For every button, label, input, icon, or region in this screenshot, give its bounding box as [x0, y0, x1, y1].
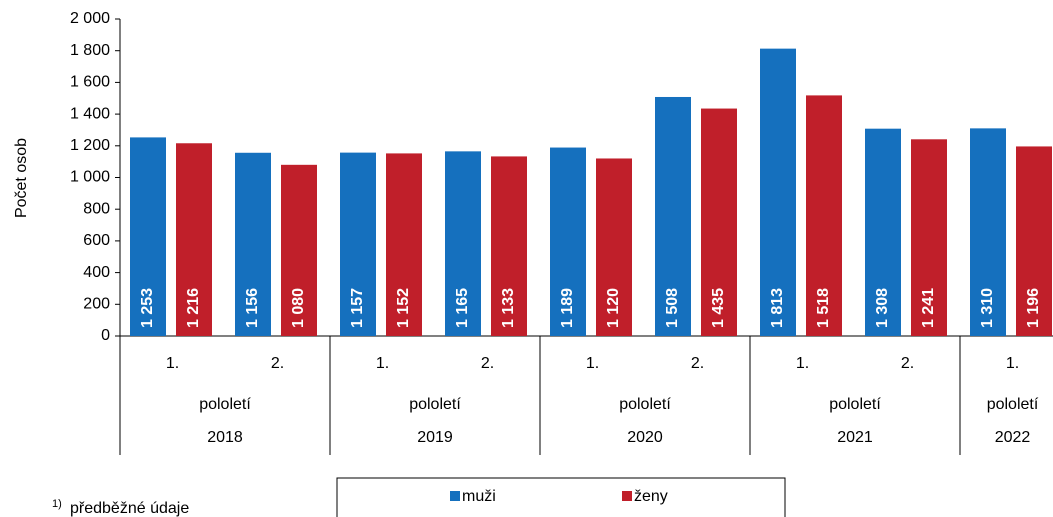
value-label: 1 165: [454, 288, 471, 328]
bar: [445, 151, 481, 336]
bar: [281, 164, 317, 336]
y-tick-label: 2 000: [70, 10, 110, 27]
y-tick-label: 1 400: [70, 105, 110, 122]
bar: [550, 147, 586, 336]
legend-box: [336, 477, 786, 517]
x-tick-label: 1.: [1006, 355, 1019, 372]
x-tick-label: 1.: [796, 355, 809, 372]
x-group-label: pololetí: [619, 396, 671, 413]
y-tick-label: 400: [83, 264, 110, 281]
y-tick-label: 1 000: [70, 169, 110, 186]
y-tick-label: 1 800: [70, 42, 110, 59]
y-tick-label: 0: [101, 327, 110, 344]
bar: [970, 128, 1006, 336]
bar: [701, 108, 737, 337]
footnote: předběžné údaje: [70, 500, 189, 517]
x-group-label: pololetí: [199, 396, 251, 413]
value-label: 1 152: [395, 288, 412, 328]
x-tick-label: 1.: [586, 355, 599, 372]
y-tick-label: 800: [83, 200, 110, 217]
value-label: 1 133: [500, 288, 517, 328]
legend-label: ženy: [634, 488, 668, 505]
value-label: 1 080: [290, 288, 307, 328]
value-label: 1 308: [874, 288, 891, 328]
bar: [655, 96, 691, 337]
bar: [596, 158, 632, 336]
bar: [865, 128, 901, 336]
x-tick-label: 2.: [271, 355, 284, 372]
value-label: 1 508: [664, 288, 681, 328]
bar: [491, 156, 527, 336]
bar: [911, 139, 947, 336]
footnote-mark: 1): [52, 498, 62, 510]
x-tick-label: 2.: [691, 355, 704, 372]
x-group-label: pololetí: [409, 396, 461, 413]
x-tick-label: 1.: [376, 355, 389, 372]
x-year-label: 2021: [837, 429, 873, 446]
x-year-label: 2019: [417, 429, 453, 446]
value-label: 1 518: [815, 288, 832, 328]
x-year-label: 2022: [995, 429, 1031, 446]
x-tick-label: 2.: [481, 355, 494, 372]
bar: [760, 48, 796, 337]
bar: [176, 143, 212, 336]
value-label: 1 189: [559, 288, 576, 328]
y-tick-label: 200: [83, 296, 110, 313]
x-group-label: pololetí: [829, 396, 881, 413]
value-label: 1 813: [769, 288, 786, 328]
value-label: 1 120: [605, 288, 622, 328]
x-year-label: 2018: [207, 429, 243, 446]
bar: [130, 137, 166, 336]
value-label: 1 216: [185, 288, 202, 328]
legend-label: muži: [462, 488, 496, 505]
x-tick-label: 1.: [166, 355, 179, 372]
legend-swatch: [622, 491, 632, 501]
y-tick-label: 600: [83, 232, 110, 249]
x-tick-label: 2.: [901, 355, 914, 372]
value-label: 1 241: [920, 288, 937, 328]
y-tick-label: 1 600: [70, 74, 110, 91]
legend-swatch: [450, 491, 460, 501]
value-label: 1 253: [139, 288, 156, 328]
value-label: 1 435: [710, 288, 727, 328]
y-axis-label: Počet osob: [13, 138, 30, 218]
value-label: 1 196: [1025, 288, 1042, 328]
bar: [235, 152, 271, 336]
bar: [806, 95, 842, 336]
bar: [340, 152, 376, 336]
value-label: 1 156: [244, 288, 261, 328]
x-year-label: 2020: [627, 429, 663, 446]
y-tick-label: 1 200: [70, 137, 110, 154]
bar: [386, 153, 422, 336]
value-label: 1 157: [349, 288, 366, 328]
value-label: 1 310: [979, 288, 996, 328]
x-group-label: pololetí: [987, 396, 1039, 413]
bar: [1016, 146, 1052, 336]
